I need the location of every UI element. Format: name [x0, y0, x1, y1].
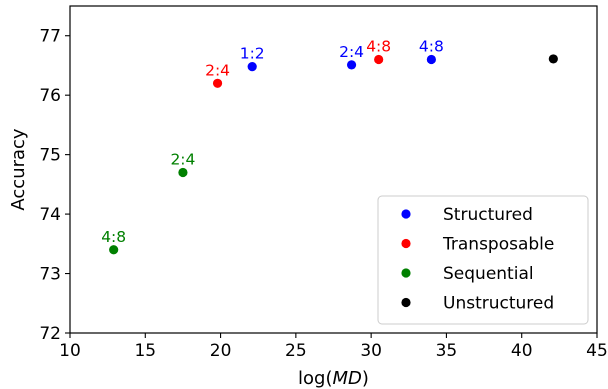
- legend: Structured Transposable Sequential Unstruct…: [377, 195, 589, 325]
- y-tick-label: 72: [39, 324, 61, 344]
- x-axis-title-prefix: log(: [298, 368, 332, 389]
- axes-layer: 10 15 20 25 30 35 40 45 72 73 74 75 76 77 log(MD) Accur…: [8, 5, 608, 389]
- x-tick-label: 30: [360, 341, 382, 361]
- legend-label: Structured: [443, 205, 533, 225]
- data-point-label: 2:4: [170, 150, 195, 168]
- y-tick-label: 77: [39, 27, 61, 47]
- plot-layer: 1:2 2:4 4:82:44:82:44:8: [101, 38, 558, 255]
- y-tick-label: 76: [39, 86, 61, 106]
- data-point: [346, 60, 357, 70]
- data-point: [178, 167, 188, 178]
- data-point: [109, 245, 119, 255]
- y-tick-label: 73: [39, 265, 61, 285]
- legend-marker: [401, 238, 411, 249]
- x-tick-label: 40: [511, 341, 533, 361]
- legend-marker: [401, 209, 411, 219]
- x-tick-label: 15: [134, 341, 156, 361]
- x-tick-label: 45: [586, 341, 608, 361]
- data-point-label: 1:2: [240, 45, 265, 63]
- y-tick-label: 74: [39, 205, 61, 225]
- data-point-label: 2:4: [339, 43, 364, 61]
- legend-label: Sequential: [443, 264, 534, 284]
- legend-box: [377, 195, 589, 325]
- data-point: [247, 62, 257, 72]
- y-axis-title: Accuracy: [8, 128, 29, 211]
- legend-marker: [401, 268, 411, 278]
- x-tick-label: 20: [210, 341, 232, 361]
- legend-marker: [401, 297, 411, 308]
- y-tick-label: 75: [39, 146, 61, 166]
- x-tick-label: 35: [436, 341, 458, 361]
- x-axis-title-variable: MD: [333, 368, 362, 389]
- data-point: [548, 54, 558, 64]
- data-point-label: 4:8: [101, 228, 126, 246]
- x-tick-label: 10: [59, 341, 81, 361]
- data-point: [426, 54, 436, 65]
- data-point-label: 4:8: [419, 38, 444, 56]
- plot-frame: [69, 5, 598, 334]
- x-axis-title-suffix: ): [362, 368, 369, 389]
- data-point: [212, 78, 223, 88]
- x-tick-label: 25: [285, 341, 307, 361]
- legend-label: Unstructured: [443, 294, 554, 314]
- data-point-label: 4:8: [366, 38, 391, 56]
- data-point-label: 2:4: [205, 61, 230, 79]
- x-axis-title: log(MD): [298, 368, 369, 389]
- legend-label: Transposable: [442, 235, 554, 255]
- data-point: [374, 54, 384, 65]
